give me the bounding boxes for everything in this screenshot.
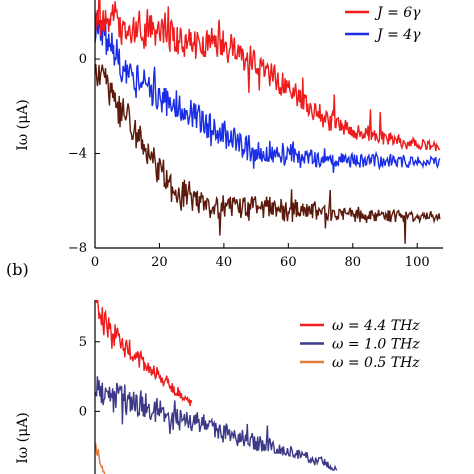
b-series-0-line: [95, 300, 193, 406]
b-legend-bg: [292, 353, 452, 371]
a-series-2-line: [95, 64, 441, 244]
a-x-tick-label: 80: [345, 255, 362, 270]
a-legend-label: J = 4γ: [374, 27, 421, 43]
b-legend-label: ω = 1.0 THz: [332, 337, 420, 353]
panel-a-tick-labels: 0 −4 −8 0 20 40 60 80 100: [68, 52, 430, 270]
a-series-1-line: [95, 12, 441, 173]
a-x-tick-label: 40: [216, 255, 233, 270]
a-x-tick-label: 100: [405, 255, 430, 270]
panel-b-y-axis-label: Iω (μA): [15, 412, 31, 464]
a-legend-label: J = 6γ: [374, 5, 421, 21]
panel-a-legend: J = 6γ J = 4γ: [337, 3, 462, 43]
panel-b-label: (b): [6, 260, 29, 279]
a-series-0-line: [95, 0, 441, 152]
b-series-2-line: [95, 443, 106, 474]
b-series-1-line: [95, 376, 338, 471]
b-legend-bg: [292, 334, 452, 353]
b-legend-bg: [292, 316, 452, 334]
panel-a: 0 −4 −8 0 20 40 60 80 100 Iω (μA) J = 6γ J = 4γ: [15, 0, 462, 270]
a-x-tick-label: 60: [280, 255, 297, 270]
b-y-tick-label: 5: [79, 335, 87, 350]
panel-b-axes: [94, 300, 100, 474]
panel-a-axes: [94, 0, 443, 249]
panel-a-plot-area: [95, 0, 441, 244]
panel-b-legend: ω = 4.4 THz ω = 1.0 THz ω = 0.5 THz: [292, 316, 452, 371]
b-y-tick-label: 0: [79, 404, 87, 419]
a-y-tick-label: 0: [79, 52, 87, 67]
b-legend-label: ω = 4.4 THz: [332, 318, 420, 334]
a-y-tick-label: −8: [68, 241, 87, 256]
panel-a-y-axis-label: Iω (μA): [15, 99, 31, 151]
panel-b-plot-area: [95, 300, 338, 474]
a-x-tick-label: 0: [91, 255, 99, 270]
b-legend-label: ω = 0.5 THz: [332, 355, 420, 371]
panel-b-tick-labels: 50: [79, 335, 87, 420]
a-legend-bg: [337, 25, 462, 43]
a-legend-bg: [337, 3, 462, 21]
a-y-tick-label: −4: [68, 147, 87, 162]
a-x-tick-label: 20: [151, 255, 168, 270]
